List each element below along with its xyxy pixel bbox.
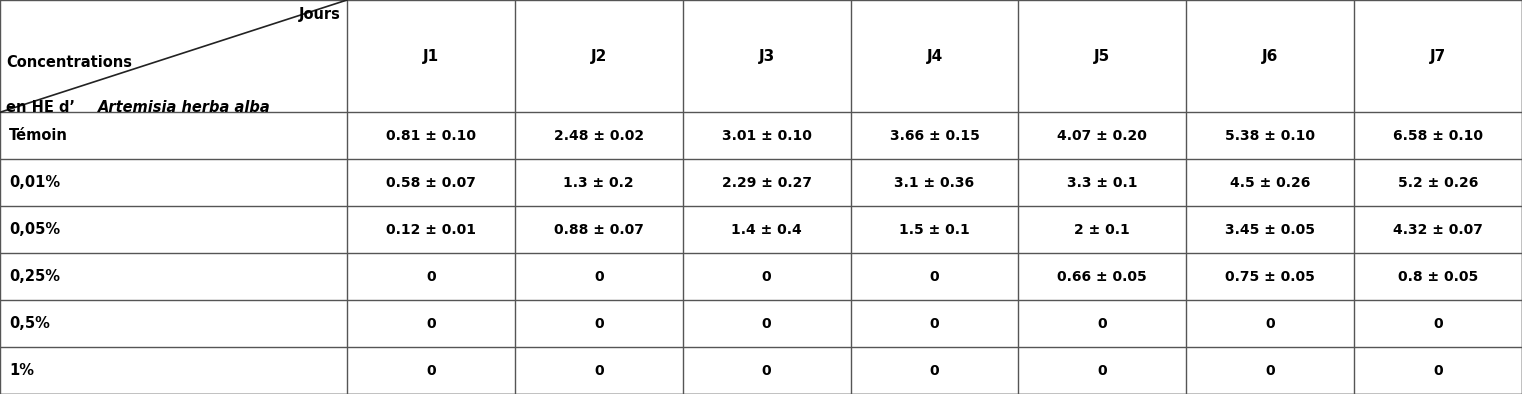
Text: 1.4 ± 0.4: 1.4 ± 0.4 xyxy=(731,223,802,237)
Text: Témoin: Témoin xyxy=(9,128,68,143)
Text: J5: J5 xyxy=(1094,48,1111,64)
Text: 0: 0 xyxy=(594,364,604,377)
Text: 0: 0 xyxy=(426,316,435,331)
Text: 0: 0 xyxy=(426,269,435,284)
Text: 1.5 ± 0.1: 1.5 ± 0.1 xyxy=(900,223,970,237)
Text: 0: 0 xyxy=(594,316,604,331)
Text: J4: J4 xyxy=(927,48,942,64)
Text: 0: 0 xyxy=(426,364,435,377)
Text: 0: 0 xyxy=(1265,364,1275,377)
Text: 0: 0 xyxy=(1434,364,1443,377)
Text: J2: J2 xyxy=(591,48,607,64)
Text: 4.07 ± 0.20: 4.07 ± 0.20 xyxy=(1058,129,1148,143)
Text: 0: 0 xyxy=(1265,316,1275,331)
Text: 0: 0 xyxy=(930,316,939,331)
Text: 3.01 ± 0.10: 3.01 ± 0.10 xyxy=(721,129,811,143)
Text: 0: 0 xyxy=(763,269,772,284)
Text: 2 ± 0.1: 2 ± 0.1 xyxy=(1075,223,1131,237)
Text: 4.32 ± 0.07: 4.32 ± 0.07 xyxy=(1393,223,1482,237)
Text: en HE d’: en HE d’ xyxy=(6,100,75,115)
Text: 0: 0 xyxy=(594,269,604,284)
Text: 0: 0 xyxy=(930,364,939,377)
Text: 0.8 ± 0.05: 0.8 ± 0.05 xyxy=(1397,269,1478,284)
Text: 0: 0 xyxy=(930,269,939,284)
Text: 3.45 ± 0.05: 3.45 ± 0.05 xyxy=(1225,223,1315,237)
Text: J3: J3 xyxy=(758,48,775,64)
Text: 5.38 ± 0.10: 5.38 ± 0.10 xyxy=(1225,129,1315,143)
Text: Jours: Jours xyxy=(298,7,341,22)
Text: J6: J6 xyxy=(1262,48,1278,64)
Text: Artemisia herba alba: Artemisia herba alba xyxy=(97,100,271,115)
Text: J1: J1 xyxy=(423,48,438,64)
Text: 0.88 ± 0.07: 0.88 ± 0.07 xyxy=(554,223,644,237)
Text: 0.75 ± 0.05: 0.75 ± 0.05 xyxy=(1225,269,1315,284)
Text: 0,25%: 0,25% xyxy=(9,269,61,284)
Text: 0,5%: 0,5% xyxy=(9,316,50,331)
Text: 3.1 ± 0.36: 3.1 ± 0.36 xyxy=(895,176,974,190)
Text: 0.12 ± 0.01: 0.12 ± 0.01 xyxy=(387,223,476,237)
Text: 0.81 ± 0.10: 0.81 ± 0.10 xyxy=(387,129,476,143)
Text: 0: 0 xyxy=(1434,316,1443,331)
Text: 0.58 ± 0.07: 0.58 ± 0.07 xyxy=(387,176,476,190)
Text: 3.66 ± 0.15: 3.66 ± 0.15 xyxy=(889,129,980,143)
Text: 4.5 ± 0.26: 4.5 ± 0.26 xyxy=(1230,176,1310,190)
Text: 0: 0 xyxy=(1097,364,1106,377)
Text: 0,01%: 0,01% xyxy=(9,175,61,190)
Text: 3.3 ± 0.1: 3.3 ± 0.1 xyxy=(1067,176,1137,190)
Text: 0: 0 xyxy=(1097,316,1106,331)
Text: 0: 0 xyxy=(763,316,772,331)
Text: Concentrations: Concentrations xyxy=(6,55,132,70)
Text: 5.2 ± 0.26: 5.2 ± 0.26 xyxy=(1397,176,1478,190)
Text: 6.58 ± 0.10: 6.58 ± 0.10 xyxy=(1393,129,1482,143)
Text: 1%: 1% xyxy=(9,363,33,378)
Text: 0,05%: 0,05% xyxy=(9,222,61,237)
Text: 0.66 ± 0.05: 0.66 ± 0.05 xyxy=(1058,269,1148,284)
Text: 0: 0 xyxy=(763,364,772,377)
Text: 1.3 ± 0.2: 1.3 ± 0.2 xyxy=(563,176,635,190)
Text: J7: J7 xyxy=(1431,48,1446,64)
Text: 2.29 ± 0.27: 2.29 ± 0.27 xyxy=(721,176,811,190)
Text: 2.48 ± 0.02: 2.48 ± 0.02 xyxy=(554,129,644,143)
